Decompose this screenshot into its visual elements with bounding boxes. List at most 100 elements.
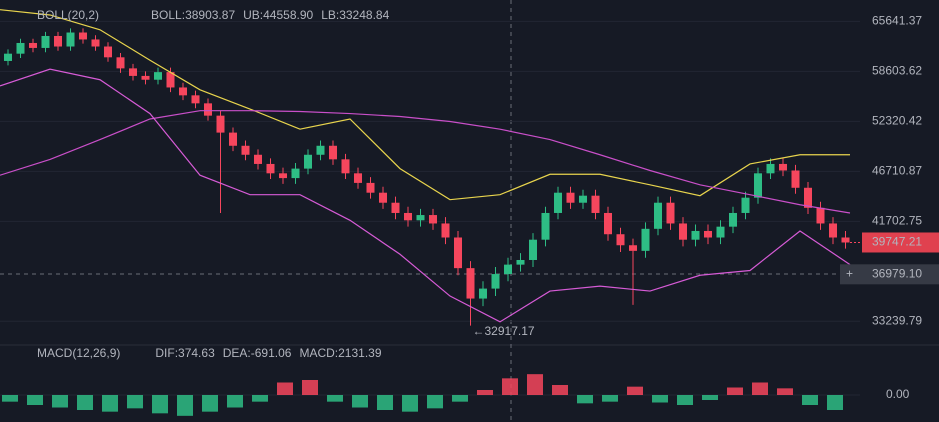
macd-bar (677, 395, 693, 405)
candle-body (504, 264, 512, 275)
macd-bar (77, 395, 93, 410)
low-annotation: 32917.17 (485, 324, 535, 338)
candle-body (416, 215, 425, 221)
last-price-label: 39747.21 (872, 235, 922, 249)
last-price-box (862, 232, 939, 253)
legend-item: LB:33248.84 (321, 8, 389, 22)
macd-bar (52, 395, 68, 408)
candle-body (766, 163, 775, 174)
candle-body (729, 212, 737, 227)
marks (0, 9, 862, 416)
candle-body (704, 230, 712, 238)
candle-body (466, 268, 475, 299)
candle-body (441, 223, 450, 238)
candle-body (66, 32, 75, 47)
candle-body (166, 72, 175, 88)
candle-body (29, 42, 37, 48)
candle-body (379, 192, 387, 203)
macd-bar (752, 382, 768, 395)
macd-bar (402, 395, 418, 412)
candle-body (491, 274, 500, 289)
macd-bar (802, 395, 818, 405)
candle-body (4, 53, 12, 61)
macd-bar (227, 395, 243, 408)
macd-bar (352, 395, 368, 408)
candle-body (804, 187, 812, 208)
candle-body (816, 207, 825, 224)
legend-item: BOLL:38903.87 (151, 8, 235, 22)
legend-item: BOLL(20,2) (37, 8, 99, 22)
candle-body (366, 182, 375, 193)
legend-item: DEA:-691.06 (223, 346, 292, 360)
macd-bar (477, 390, 493, 395)
candle-body (404, 212, 412, 221)
macd-bar (27, 395, 43, 405)
candle-body (79, 32, 87, 40)
candle-body (529, 239, 537, 260)
crosshair-box (840, 264, 939, 285)
candle-body (629, 245, 637, 251)
candle-body (266, 163, 275, 174)
candle-body (329, 145, 337, 160)
macd-bar (127, 395, 143, 409)
candle-body (604, 212, 612, 235)
candle-body (41, 35, 50, 48)
candle-body (16, 42, 25, 54)
candle-body (791, 170, 800, 188)
macd-bar (302, 380, 318, 395)
candle-body (291, 168, 300, 179)
macd-bar (2, 395, 18, 402)
macd-bar (702, 395, 718, 400)
candle-body (216, 115, 225, 133)
legend-item: MACD:2131.39 (299, 346, 381, 360)
legend-item: DIF:374.63 (155, 346, 215, 360)
macd-bar (652, 395, 668, 403)
crosshair-plus: + (846, 266, 853, 280)
candle-body (254, 154, 262, 164)
candle-body (741, 197, 750, 213)
candle-body (666, 202, 675, 224)
macd-bar (552, 385, 568, 395)
candle-body (829, 223, 837, 238)
candle-body (566, 192, 575, 203)
macd-bar (202, 395, 218, 412)
y-tick-label: 0.00 (886, 387, 910, 401)
macd-bar (577, 395, 593, 404)
candle-body (779, 163, 787, 171)
macd-bar (727, 387, 743, 395)
candle-body (641, 228, 650, 251)
candle-body (91, 39, 100, 47)
macd-bar (602, 395, 618, 402)
macd-bar (152, 395, 168, 414)
y-tick-label: 33239.79 (872, 313, 922, 327)
y-tick-label: 65641.37 (872, 14, 922, 28)
labels: 65641.37 58603.62 52320.42 46710.87 41702.75… (37, 8, 939, 401)
candle-body (479, 288, 487, 299)
candle-body (841, 237, 850, 243)
candle-body (591, 195, 600, 213)
macd-bar (502, 378, 518, 395)
candle-body (716, 226, 725, 238)
macd-bar (252, 395, 268, 402)
candle-body (754, 173, 762, 198)
indicator-line (0, 110, 851, 214)
candle-body (129, 68, 137, 76)
candle-body (279, 173, 287, 179)
candle-body (554, 192, 562, 213)
indicator-line (0, 9, 850, 201)
legend-item: UB:44558.90 (243, 8, 313, 22)
candle-body (229, 132, 237, 146)
candle-body (516, 259, 525, 265)
candle-body (104, 46, 112, 58)
candle-body (141, 75, 150, 80)
candle-body (354, 173, 362, 183)
annotation-arrow: ← (473, 324, 485, 338)
candle-body (316, 145, 325, 155)
candle-body (304, 154, 312, 169)
indicator-line (0, 68, 851, 323)
candle-body (179, 87, 187, 96)
candle-body (241, 145, 250, 155)
candle-body (541, 212, 550, 240)
